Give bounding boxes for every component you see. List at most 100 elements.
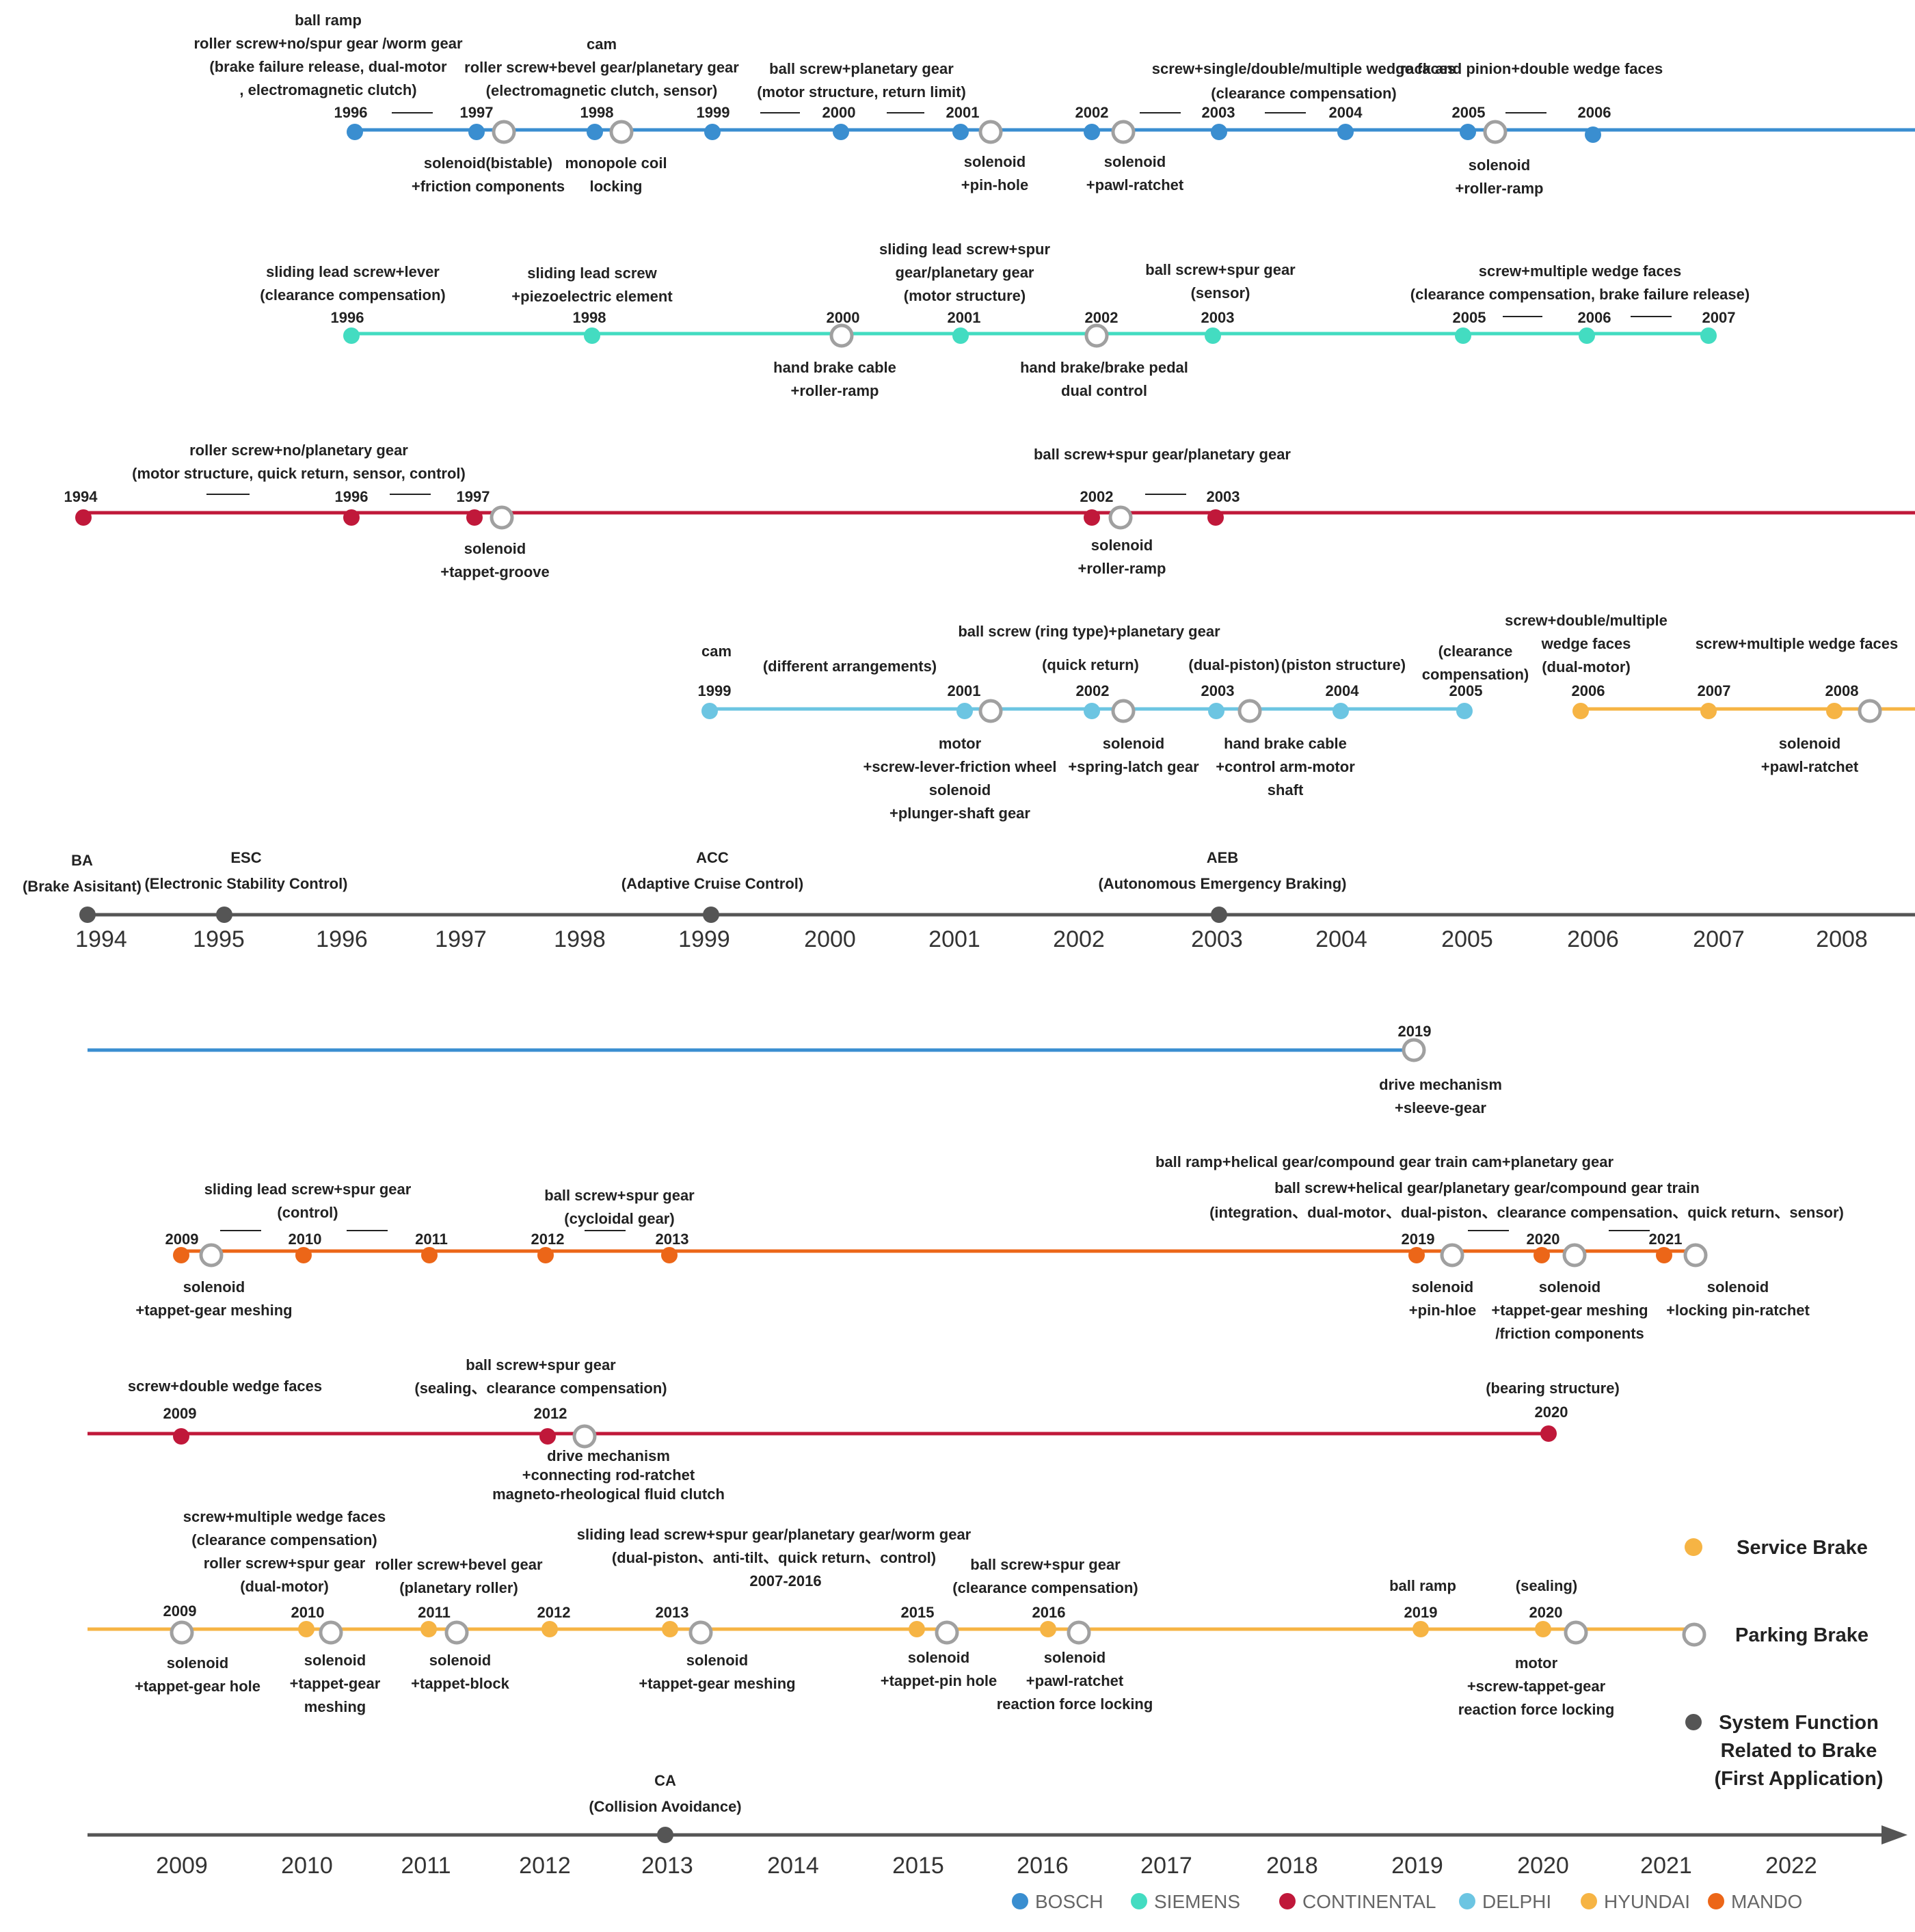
- annotation-text: roller screw+bevel gear: [375, 1556, 543, 1573]
- annotation-text: solenoid: [464, 540, 526, 557]
- annotation-text: 2005: [1449, 682, 1483, 699]
- parking-brake-ring: [1084, 323, 1109, 348]
- system-function-dot: [79, 907, 96, 923]
- legend-system-label: (First Application): [1714, 1768, 1883, 1790]
- axis-year-label: 2015: [892, 1853, 944, 1879]
- annotation-text: +friction components: [412, 178, 565, 195]
- annotation-text: ball screw+planetary gear: [769, 60, 954, 77]
- axis-year-label: 2013: [641, 1853, 693, 1879]
- annotation-text: 2000: [822, 104, 856, 121]
- annotation-text: 2004: [1329, 104, 1363, 121]
- annotation-text: solenoid: [1104, 153, 1166, 170]
- parking-brake-ring: [170, 1620, 194, 1645]
- annotation-text: (integration、dual-motor、dual-piston、clea…: [1209, 1204, 1844, 1221]
- annotation-text: +spring-latch gear: [1068, 758, 1199, 775]
- service-brake-dot: [952, 124, 969, 140]
- legend-parking-label: Parking Brake: [1735, 1624, 1869, 1646]
- annotation-text: solenoid: [1469, 157, 1530, 174]
- annotation-text: 2002: [1076, 682, 1110, 699]
- service-brake-dot: [587, 124, 603, 140]
- parking-brake-ring: [688, 1620, 713, 1645]
- annotation-text: solenoid: [1412, 1278, 1473, 1296]
- parking-brake-ring: [935, 1620, 959, 1645]
- legend-system-label: System Function: [1719, 1712, 1879, 1734]
- axis-year-label: 2006: [1567, 926, 1619, 952]
- annotation-text: (dual-piston): [1188, 656, 1279, 673]
- annotation-text: locking: [589, 178, 642, 195]
- service-brake-dot: [539, 1428, 556, 1445]
- parking-brake-ring: [829, 323, 854, 348]
- service-brake-dot: [1585, 126, 1601, 143]
- service-brake-dot: [1084, 509, 1100, 526]
- annotation-text: solenoid: [1091, 537, 1153, 554]
- annotation-text: solenoid: [1707, 1278, 1769, 1296]
- annotation-text: sliding lead screw+spur gear/planetary g…: [577, 1526, 972, 1543]
- annotation-text: solenoid(bistable): [424, 155, 552, 172]
- service-brake-dot: [1460, 124, 1476, 140]
- service-brake-dot: [952, 327, 969, 344]
- system-function-label: CA: [654, 1772, 676, 1789]
- annotation-text: roller screw+no/spur gear /worm gear: [193, 35, 463, 52]
- service-brake-dot: [1040, 1621, 1056, 1637]
- service-brake-dot: [541, 1621, 558, 1637]
- service-brake-dot: [1534, 1247, 1550, 1263]
- legend-brand-label: BOSCH: [1035, 1891, 1103, 1912]
- service-brake-dot: [584, 327, 600, 344]
- parking-brake-ring: [444, 1620, 469, 1645]
- system-function-label: ESC: [230, 849, 261, 866]
- axis-year-label: 1999: [678, 926, 730, 952]
- annotation-text: 2007: [1698, 682, 1731, 699]
- annotation-text: roller screw+bevel gear/planetary gear: [464, 59, 739, 76]
- timeline-markers: [75, 120, 1882, 1645]
- annotation-text: hand brake/brake pedal: [1020, 359, 1188, 376]
- service-brake-dot: [701, 703, 718, 719]
- annotation-text: 2019: [1398, 1023, 1432, 1040]
- annotation-text: +pawl-ratchet: [1026, 1672, 1124, 1689]
- annotation-text: 2004: [1326, 682, 1360, 699]
- annotation-text: solenoid: [304, 1652, 366, 1669]
- axis-year-label: 2018: [1266, 1853, 1318, 1879]
- annotation-text: +roller-ramp: [1456, 180, 1544, 197]
- axis-year-label: 1996: [316, 926, 368, 952]
- annotation-text: 2001: [948, 309, 981, 326]
- annotation-text: screw+double wedge faces: [128, 1378, 322, 1395]
- service-brake-dot: [343, 509, 360, 526]
- parking-brake-ring: [1111, 699, 1136, 723]
- axis-arrow-head: [1881, 1825, 1907, 1844]
- service-brake-dot: [1084, 124, 1100, 140]
- annotation-text: 2019: [1402, 1231, 1435, 1248]
- legend-system-dot: [1685, 1714, 1702, 1730]
- annotation-text: monopole coil: [565, 155, 667, 172]
- annotation-text: 2009: [163, 1405, 197, 1422]
- parking-brake-ring: [1402, 1038, 1426, 1062]
- annotation-text: solenoid: [908, 1649, 969, 1666]
- timeline-lines: [82, 128, 1915, 1631]
- annotation-text: sliding lead screw+spur gear: [204, 1181, 412, 1198]
- annotation-text: roller screw+no/planetary gear: [189, 442, 408, 459]
- service-brake-dot: [1408, 1247, 1425, 1263]
- axis-year-label: 2009: [156, 1853, 208, 1879]
- service-brake-dot: [833, 124, 849, 140]
- annotation-text: screw+single/double/multiple wedge faces: [1152, 60, 1456, 77]
- parking-brake-ring: [1440, 1243, 1464, 1267]
- service-brake-dot: [298, 1621, 314, 1637]
- annotation-text: motor: [939, 735, 982, 752]
- annotation-text: screw+multiple wedge faces: [1479, 263, 1682, 280]
- annotation-text: 2012: [537, 1604, 571, 1621]
- annotation-text: (sensor): [1191, 284, 1250, 301]
- annotation-text: drive mechanism: [1379, 1076, 1502, 1093]
- system-function-dot: [216, 907, 232, 923]
- annotation-text: (motor structure, return limit): [757, 83, 966, 100]
- parking-brake-ring: [1237, 699, 1262, 723]
- annotation-text: 2019: [1404, 1604, 1438, 1621]
- annotation-text: ball screw+spur gear: [466, 1356, 616, 1373]
- service-brake-dot: [1455, 327, 1471, 344]
- annotation-text: 2007-2016: [749, 1572, 821, 1589]
- annotation-text: wedge faces: [1541, 635, 1631, 652]
- service-brake-dot: [1572, 703, 1589, 719]
- annotation-text: +roller-ramp: [791, 382, 879, 399]
- annotation-text: 2000: [827, 309, 860, 326]
- annotation-text: solenoid: [1103, 735, 1164, 752]
- service-brake-dot: [343, 327, 360, 344]
- system-function-label: ACC: [696, 849, 729, 866]
